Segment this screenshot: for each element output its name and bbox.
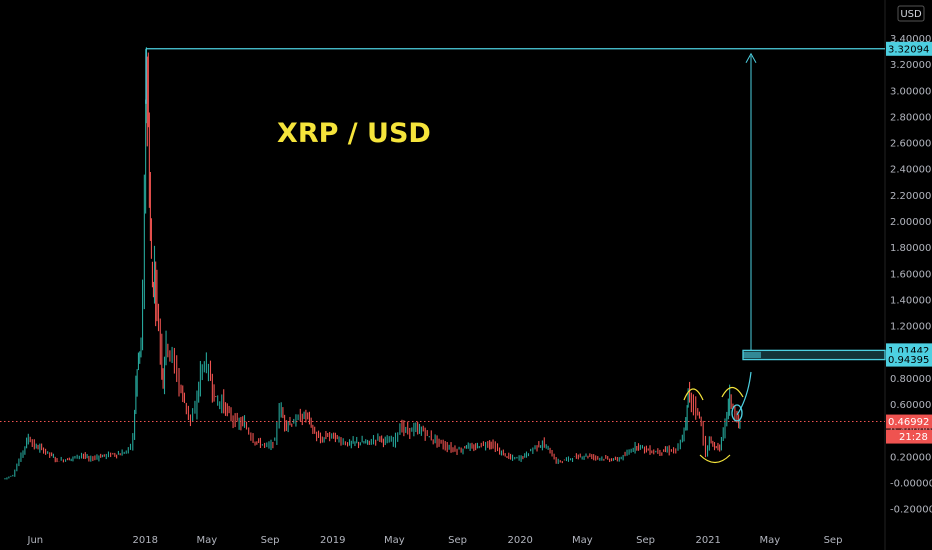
y-tick-label: 2.40000 xyxy=(890,165,931,176)
countdown-tag-label: 21:28 xyxy=(899,432,928,443)
y-tick-label: 1.40000 xyxy=(890,295,931,306)
y-tick-label: 1.80000 xyxy=(890,243,931,254)
breakout-circle xyxy=(731,404,743,422)
breakout-path xyxy=(736,371,752,416)
x-tick-label: 2019 xyxy=(320,535,345,546)
left-shoulder-arc xyxy=(683,388,704,401)
x-tick-label: May xyxy=(384,535,405,546)
time-axis[interactable]: Jun 2018 May Sep 2019 May Sep 2020 May Sep 2021 May… xyxy=(27,535,843,546)
countdown-tag-box xyxy=(886,429,932,444)
currency-badge-box[interactable] xyxy=(897,5,925,22)
y-tick-label: 0.20000 xyxy=(890,452,931,463)
y-tick-label: 0.80000 xyxy=(890,374,931,385)
annotations-layer xyxy=(0,48,886,464)
chart-title: XRP / USD xyxy=(277,118,431,149)
last-price-tag-box xyxy=(886,414,932,429)
currency-badge-label[interactable]: USD xyxy=(900,9,922,20)
price-axis[interactable]: 3.40000 3.20000 3.00000 2.80000 2.60000 2.400… xyxy=(890,34,932,516)
y-tick-label: 2.60000 xyxy=(890,139,931,150)
right-shoulder-arc xyxy=(721,386,744,398)
projection-arrow-head xyxy=(745,52,757,64)
y-tick-label: -0.20000 xyxy=(890,505,932,516)
x-tick-label: 2021 xyxy=(695,535,720,546)
y-tick-label: 2.20000 xyxy=(890,191,931,202)
last-price-tag-label: 0.46992 xyxy=(888,417,929,428)
currency-badge[interactable]: USD xyxy=(897,5,925,22)
ath-price-tag-box xyxy=(886,41,932,56)
x-tick-label: May xyxy=(572,535,593,546)
head-arc xyxy=(699,454,731,464)
x-tick-label: Sep xyxy=(448,535,467,546)
y-tick-label: 2.80000 xyxy=(890,112,931,123)
y-tick-label: 3.20000 xyxy=(890,60,931,71)
target-zone-fill xyxy=(743,351,761,359)
target-high-tag-label: 1.01442 xyxy=(888,346,929,357)
y-tick-label: 3.40000 xyxy=(890,34,931,45)
x-tick-label: 2020 xyxy=(507,535,532,546)
x-tick-label: May xyxy=(197,535,218,546)
x-tick-label: Sep xyxy=(261,535,280,546)
y-tick-label: 1.60000 xyxy=(890,269,931,280)
x-tick-label: Sep xyxy=(636,535,655,546)
y-tick-label: 1.20000 xyxy=(890,322,931,333)
x-tick-label: May xyxy=(759,535,780,546)
x-tick-label: Jun xyxy=(27,535,44,546)
y-tick-label: 3.00000 xyxy=(890,86,931,97)
ath-price-tag-label: 3.32094 xyxy=(888,44,929,55)
target-zone-box xyxy=(742,349,886,361)
y-tick-label: -0.00000 xyxy=(890,479,932,490)
target-low-tag-box xyxy=(886,352,932,367)
x-tick-label: 2018 xyxy=(133,535,158,546)
y-tick-label: 2.00000 xyxy=(890,217,931,228)
y-tick-label: 0.60000 xyxy=(890,400,931,411)
target-low-tag-label: 0.94395 xyxy=(888,355,929,366)
x-tick-label: Sep xyxy=(824,535,843,546)
candles-layer xyxy=(4,47,741,480)
